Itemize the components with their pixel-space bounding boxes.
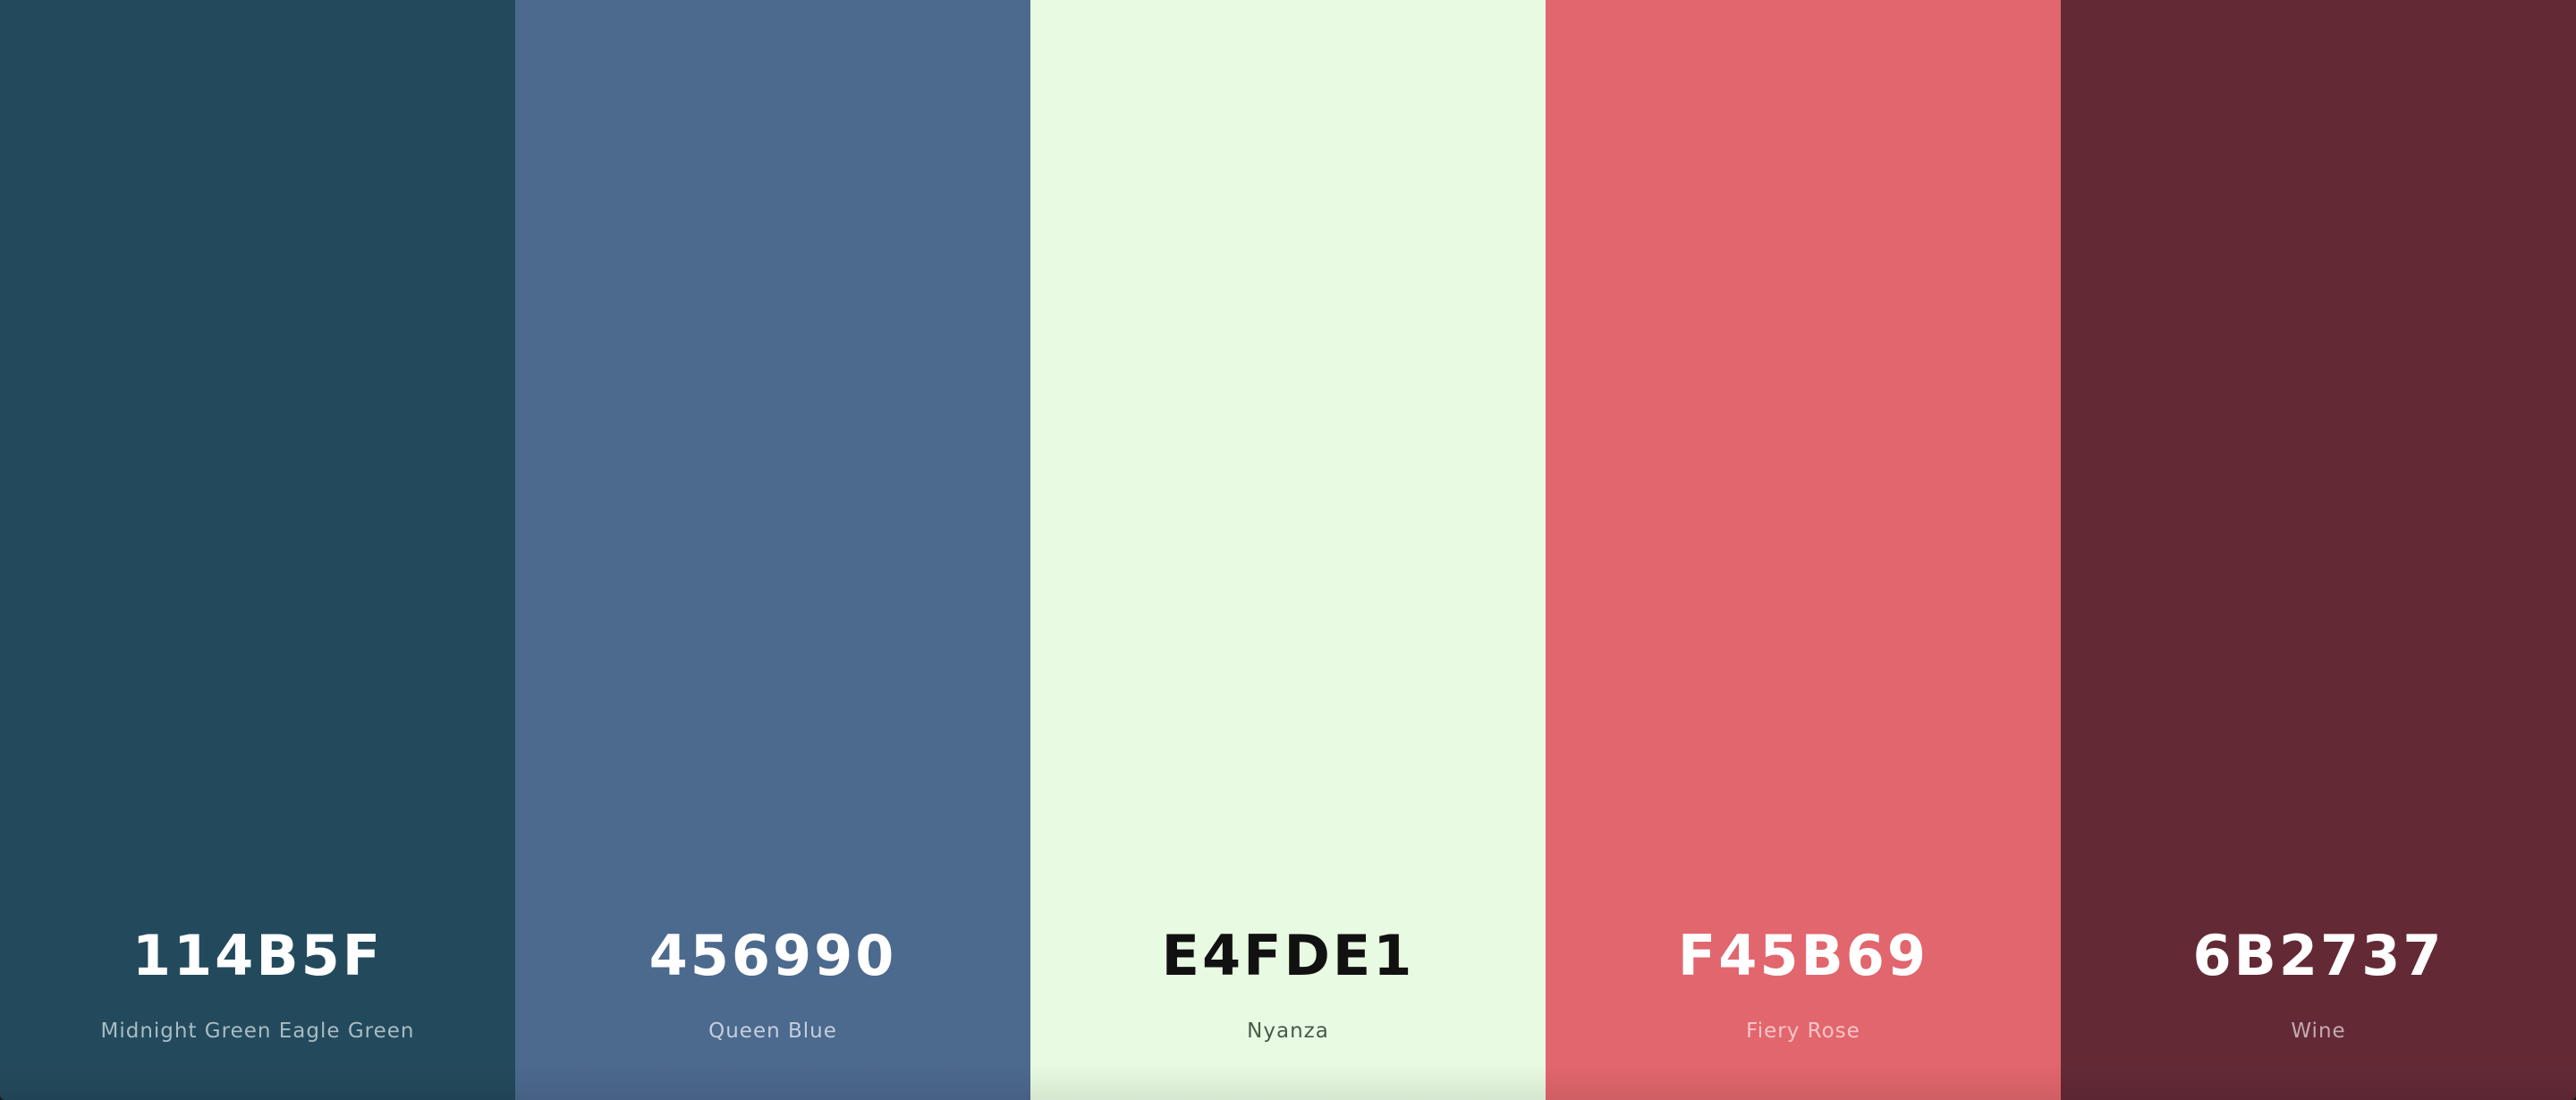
color-swatch[interactable]: 456990 Queen Blue [515, 0, 1030, 1100]
color-swatch[interactable]: 6B2737 Wine [2061, 0, 2576, 1100]
swatch-color-name: Nyanza [1247, 1020, 1329, 1043]
color-swatch[interactable]: 114B5F Midnight Green Eagle Green [0, 0, 515, 1100]
swatch-hex-code[interactable]: F45B69 [1677, 923, 1929, 988]
swatch-info: 456990 Queen Blue [515, 903, 1030, 1100]
swatch-hex-code[interactable]: 114B5F [131, 923, 384, 988]
swatch-color-name: Wine [2291, 1020, 2346, 1043]
color-swatch[interactable]: E4FDE1 Nyanza [1030, 0, 1546, 1100]
swatch-info: F45B69 Fiery Rose [1546, 903, 2061, 1100]
swatch-color-name: Fiery Rose [1746, 1020, 1860, 1043]
color-swatch[interactable]: F45B69 Fiery Rose [1546, 0, 2061, 1100]
swatch-hex-code[interactable]: 456990 [648, 923, 897, 988]
swatch-info: 6B2737 Wine [2061, 903, 2576, 1100]
swatch-color-name: Queen Blue [708, 1020, 837, 1043]
swatch-hex-code[interactable]: E4FDE1 [1161, 923, 1415, 988]
swatch-hex-code[interactable]: 6B2737 [2192, 923, 2445, 988]
swatch-color-name: Midnight Green Eagle Green [100, 1020, 415, 1043]
swatch-info: 114B5F Midnight Green Eagle Green [0, 903, 515, 1100]
swatch-info: E4FDE1 Nyanza [1030, 903, 1546, 1100]
